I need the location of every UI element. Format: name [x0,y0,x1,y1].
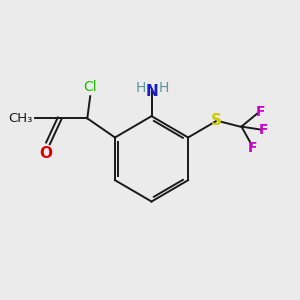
Text: H: H [159,81,169,95]
Text: Cl: Cl [83,80,97,94]
Text: S: S [211,113,222,128]
Text: F: F [256,105,265,119]
Text: O: O [39,146,52,161]
Text: CH₃: CH₃ [8,112,32,125]
Text: F: F [259,122,268,136]
Text: N: N [146,84,159,99]
Text: F: F [248,141,257,155]
Text: H: H [135,81,146,95]
